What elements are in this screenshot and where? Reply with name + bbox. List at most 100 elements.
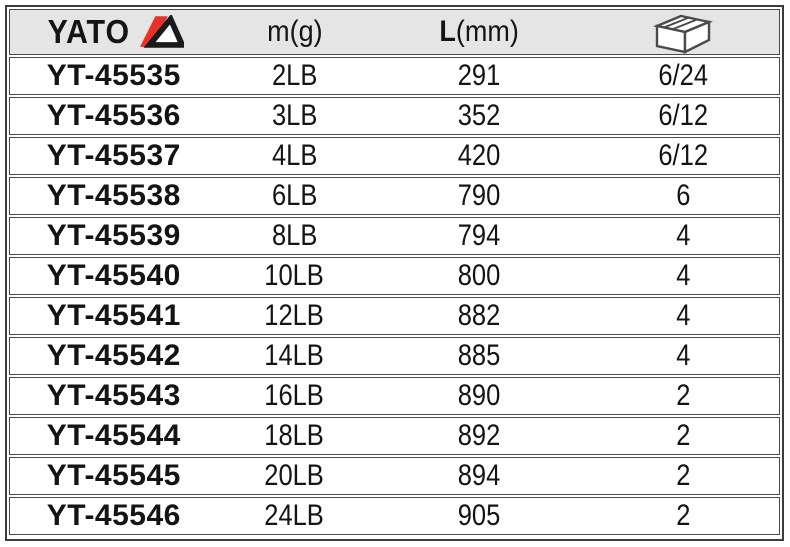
weight-cell: 4LB	[218, 138, 372, 174]
pack-quantity-value: 6/12	[658, 99, 708, 132]
length-value: 905	[457, 499, 501, 532]
length-value: 882	[457, 299, 501, 332]
pack-cell: 6/12	[587, 138, 779, 174]
weight-cell: 24LB	[218, 498, 372, 534]
pack-quantity-value: 4	[675, 259, 690, 292]
length-value: 352	[457, 99, 501, 132]
weight-value: 12LB	[264, 299, 325, 332]
product-code: YT-45543	[46, 379, 181, 412]
weight-value: 16LB	[264, 379, 325, 412]
pack-cell: 2	[587, 498, 779, 534]
pack-quantity-value: 2	[675, 459, 690, 492]
product-code: YT-45537	[46, 139, 181, 172]
product-code: YT-45541	[46, 299, 181, 332]
weight-value: 2LB	[271, 59, 318, 92]
carton-box-icon	[652, 14, 713, 54]
weight-cell: 8LB	[218, 218, 372, 254]
product-code-cell: YT-45544	[10, 418, 218, 454]
length-value: 794	[457, 219, 501, 252]
weight-cell: 14LB	[218, 338, 372, 374]
product-code: YT-45536	[46, 99, 181, 132]
length-value: 420	[457, 139, 501, 172]
pack-quantity-value: 6	[675, 179, 690, 212]
pack-cell: 6/12	[587, 98, 779, 134]
length-cell: 794	[371, 218, 586, 254]
weight-value: 6LB	[271, 179, 318, 212]
table-row: YT-45538 6LB 790 6	[9, 177, 780, 215]
pack-quantity-value: 6/12	[658, 139, 708, 172]
header-cell-brand: YATO	[10, 10, 218, 54]
weight-value: 10LB	[264, 259, 325, 292]
length-cell: 890	[371, 378, 586, 414]
length-value: 885	[457, 339, 501, 372]
length-value: 291	[457, 59, 501, 92]
pack-cell: 2	[587, 418, 779, 454]
length-value: 790	[457, 179, 501, 212]
product-code-cell: YT-45538	[10, 178, 218, 214]
weight-cell: 6LB	[218, 178, 372, 214]
column-header-weight: m(g)	[218, 10, 372, 54]
pack-quantity-value: 4	[675, 299, 690, 332]
column-header-pack	[587, 10, 779, 54]
column-header-weight-label: m(g)	[266, 15, 323, 48]
product-spec-table: YATO m(g) L(mm) YT-45535 2LB 291 6/24 YT-455…	[5, 5, 784, 541]
weight-value: 3LB	[271, 99, 318, 132]
pack-quantity-value: 2	[675, 419, 690, 452]
length-cell: 291	[371, 58, 586, 94]
length-value: 890	[457, 379, 501, 412]
product-code: YT-45545	[46, 459, 181, 492]
length-value: 892	[457, 419, 501, 452]
table-row: YT-45540 10LB 800 4	[9, 257, 780, 295]
product-code: YT-45539	[46, 219, 181, 252]
table-row: YT-45546 24LB 905 2	[9, 497, 780, 535]
pack-quantity-value: 2	[675, 499, 690, 532]
product-code-cell: YT-45542	[10, 338, 218, 374]
product-code-cell: YT-45535	[10, 58, 218, 94]
length-value: 800	[457, 259, 501, 292]
weight-value: 8LB	[271, 219, 318, 252]
pack-cell: 6/24	[587, 58, 779, 94]
pack-cell: 4	[587, 218, 779, 254]
product-code-cell: YT-45537	[10, 138, 218, 174]
pack-cell: 2	[587, 378, 779, 414]
product-code: YT-45544	[46, 419, 181, 452]
product-code: YT-45535	[46, 59, 181, 92]
product-code: YT-45542	[46, 339, 181, 372]
length-cell: 894	[371, 458, 586, 494]
pack-cell: 6	[587, 178, 779, 214]
table-row: YT-45537 4LB 420 6/12	[9, 137, 780, 175]
pack-cell: 4	[587, 338, 779, 374]
pack-cell: 2	[587, 458, 779, 494]
product-code-cell: YT-45536	[10, 98, 218, 134]
product-code: YT-45538	[46, 179, 181, 212]
table-row: YT-45535 2LB 291 6/24	[9, 57, 780, 95]
length-cell: 790	[371, 178, 586, 214]
weight-cell: 3LB	[218, 98, 372, 134]
length-cell: 905	[371, 498, 586, 534]
weight-cell: 20LB	[218, 458, 372, 494]
pack-quantity-value: 4	[675, 219, 690, 252]
weight-cell: 12LB	[218, 298, 372, 334]
pack-quantity-value: 4	[675, 339, 690, 372]
table-row: YT-45539 8LB 794 4	[9, 217, 780, 255]
table-header-row: YATO m(g) L(mm)	[9, 9, 780, 55]
weight-cell: 2LB	[218, 58, 372, 94]
product-code-cell: YT-45539	[10, 218, 218, 254]
weight-cell: 18LB	[218, 418, 372, 454]
table-row: YT-45541 12LB 882 4	[9, 297, 780, 335]
yato-logo-icon	[139, 14, 184, 48]
weight-cell: 16LB	[218, 378, 372, 414]
weight-value: 20LB	[264, 459, 325, 492]
product-code: YT-45546	[46, 499, 181, 532]
length-cell: 892	[371, 418, 586, 454]
length-value: 894	[457, 459, 501, 492]
table-row: YT-45544 18LB 892 2	[9, 417, 780, 455]
product-code-cell: YT-45543	[10, 378, 218, 414]
pack-quantity-value: 2	[675, 379, 690, 412]
weight-value: 24LB	[264, 499, 325, 532]
table-row: YT-45543 16LB 890 2	[9, 377, 780, 415]
length-cell: 352	[371, 98, 586, 134]
weight-value: 4LB	[271, 139, 318, 172]
yato-logo-text: YATO	[47, 13, 131, 50]
column-header-length: L(mm)	[371, 10, 586, 54]
